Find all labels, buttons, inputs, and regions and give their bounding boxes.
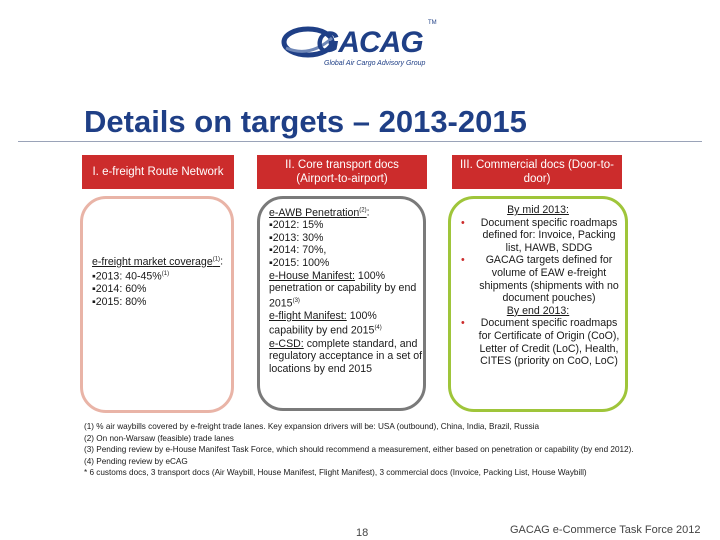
column-header-commercial-docs: III. Commercial docs (Door-to-door) [452, 155, 622, 189]
awb-2012: ▪2012: 15% [269, 219, 324, 232]
footer-text: GACAG e-Commerce Task Force 2012 [510, 524, 701, 536]
swoosh-icon [281, 26, 335, 58]
footnote-3: (3) Pending review by e-House Manifest T… [84, 445, 634, 455]
list-item: • GACAG targets defined for volume of EAW… [461, 254, 619, 305]
core-docs-box: e-AWB Penetration(2): ▪2012: 15% ▪2013: … [257, 196, 426, 411]
flight-manifest-target: e-flight Manifest: 100% capability by en… [269, 309, 382, 337]
coverage-2014: ▪2014: 60% [92, 283, 147, 296]
footnotes: (1) % air waybills covered by e-freight … [84, 421, 644, 479]
coverage-heading: e-freight market coverage(1) [92, 255, 221, 268]
list-item: • Document specific roadmaps defined for:… [461, 216, 618, 254]
logo-tm: TM [428, 20, 437, 26]
column-header-route-network: I. e-freight Route Network [82, 155, 234, 189]
page-title: Details on targets – 2013-2015 [84, 104, 527, 139]
coverage-2013: ▪2013: 40-45%(1) [92, 270, 170, 283]
title-divider [18, 141, 702, 142]
mid-2013-heading: By mid 2013: [507, 204, 569, 216]
end-2013-heading: By end 2013: [506, 304, 570, 317]
house-manifest-target: e-House Manifest: 100% penetration or ca… [269, 269, 417, 310]
footnote-5: * 6 customs docs, 3 transport docs (Air … [84, 468, 587, 478]
awb-2013: ▪2013: 30% [269, 231, 324, 244]
page-number: 18 [356, 527, 369, 539]
logo-tagline: Global Air Cargo Advisory Group [324, 60, 426, 67]
awb-2014: ▪2014: 70%, [269, 244, 327, 257]
footnote-2: (2) On non-Warsaw (feasible) trade lanes [84, 433, 234, 443]
route-network-box: e-freight market coverage(1): ▪2013: 40-… [80, 196, 234, 413]
awb-2015: ▪2015: 100% [269, 256, 330, 269]
awb-heading: e-AWB Penetration(2): [269, 206, 370, 219]
commercial-docs-box: By mid 2013: • Document specific roadmaps… [448, 196, 628, 412]
footnote-1: (1) % air waybills covered by e-freight … [84, 422, 540, 431]
coverage-2015: ▪2015: 80% [92, 295, 147, 308]
list-item: • Document specific roadmaps for Certific… [461, 317, 620, 368]
column-header-core-docs: II. Core transport docs (Airport-to-airp… [257, 155, 427, 189]
gacag-logo: GACAG TM Global Air Cargo Advisory Group [280, 18, 450, 74]
logo-wordmark: GACAG [316, 26, 424, 59]
csd-target: e-CSD: complete standard, and regulatory… [269, 337, 423, 375]
footnote-4: (4) Pending review by eCAG [84, 456, 188, 466]
